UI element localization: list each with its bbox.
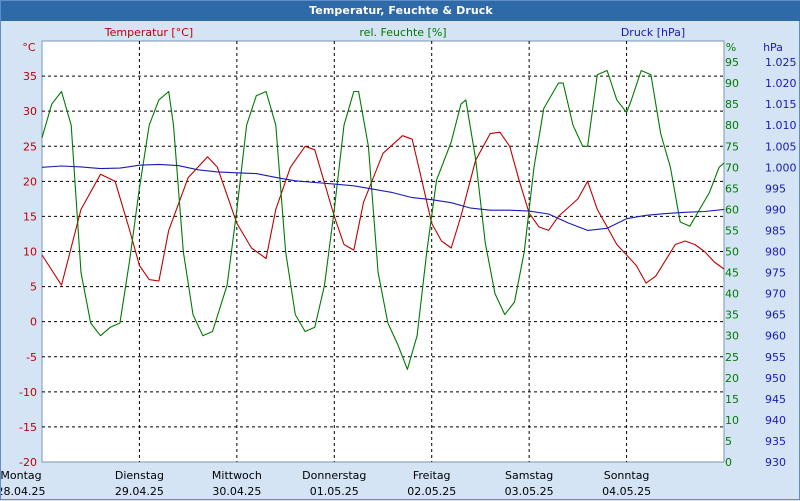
left-tick-label: 25 <box>23 140 37 153</box>
x-tick-date: 28.04.25 <box>1 485 45 498</box>
left-tick-label: 15 <box>23 210 37 223</box>
humidity-axis-ticks: 0 5 10 15 20 25 30 35 40 45 50 55 60 65 70 75 80 85 90 95 <box>725 56 739 469</box>
pressure-line <box>41 163 725 231</box>
pressure-axis-ticks: 930 935 940 945 950 955 960 965 970 975 980 985 990 9… <box>765 56 797 469</box>
left-tick-label: -15 <box>19 421 37 434</box>
series-layer <box>41 69 725 370</box>
humidity-line <box>41 69 725 370</box>
x-tick-day: Freitag <box>413 469 451 482</box>
pressure-tick-label: 995 <box>765 182 786 195</box>
humidity-tick-label: 90 <box>725 77 739 90</box>
x-tick-day: Samstag <box>505 469 553 482</box>
humidity-tick-label: 95 <box>725 56 739 69</box>
pressure-tick-label: 955 <box>765 351 786 364</box>
window-title: Temperatur, Feuchte & Druck <box>1 1 800 21</box>
pressure-tick-label: 1.025 <box>765 56 797 69</box>
pressure-tick-label: 935 <box>765 435 786 448</box>
pressure-tick-label: 940 <box>765 414 786 427</box>
x-tick-day: Dienstag <box>115 469 164 482</box>
x-tick-day: Donnerstag <box>302 469 366 482</box>
left-tick-label: -20 <box>19 456 37 469</box>
humidity-tick-label: 10 <box>725 414 739 427</box>
humidity-tick-label: 5 <box>725 435 732 448</box>
pressure-tick-label: 1.015 <box>765 98 797 111</box>
humidity-tick-label: 35 <box>725 309 739 322</box>
humidity-tick-label: 80 <box>725 119 739 132</box>
x-tick-day: Mittwoch <box>212 469 262 482</box>
pressure-tick-label: 980 <box>765 246 786 259</box>
humidity-tick-label: 45 <box>725 267 739 280</box>
x-tick-date: 29.04.25 <box>115 485 164 498</box>
pressure-axis-unit: hPa <box>763 41 783 54</box>
plot-area <box>41 40 725 463</box>
pressure-tick-label: 970 <box>765 288 786 301</box>
humidity-tick-label: 40 <box>725 288 739 301</box>
pressure-axis-label: Druck [hPa] <box>621 26 685 39</box>
humidity-tick-label: 30 <box>725 330 739 343</box>
pressure-tick-label: 1.020 <box>765 77 797 90</box>
pressure-tick-label: 965 <box>765 309 786 322</box>
humidity-tick-label: 65 <box>725 182 739 195</box>
chart-svg: °C Temperatur [°C] rel. Feuchte [%] % Dr… <box>1 26 797 498</box>
x-tick-date: 04.05.25 <box>602 485 651 498</box>
pressure-tick-label: 1.010 <box>765 119 797 132</box>
pressure-tick-label: 985 <box>765 224 786 237</box>
humidity-tick-label: 70 <box>725 161 739 174</box>
left-tick-label: 5 <box>30 281 37 294</box>
left-axis-unit: °C <box>22 41 36 54</box>
x-tick-day: Montag <box>1 469 42 482</box>
pressure-tick-label: 1.000 <box>765 161 797 174</box>
left-axis-label: Temperatur [°C] <box>104 26 193 39</box>
pressure-tick-label: 930 <box>765 456 786 469</box>
temperature-line <box>41 131 725 286</box>
left-tick-label: 30 <box>23 105 37 118</box>
humidity-tick-label: 15 <box>725 393 739 406</box>
humidity-axis-label: rel. Feuchte [%] <box>359 26 446 39</box>
left-axis-ticks: -20 -15 -10 -5 0 5 10 15 20 25 30 35 <box>19 70 37 469</box>
humidity-tick-label: 55 <box>725 224 739 237</box>
x-tick-day: Sonntag <box>604 469 650 482</box>
x-tick-date: 03.05.25 <box>505 485 554 498</box>
left-tick-label: 0 <box>30 316 37 329</box>
grid <box>42 41 724 462</box>
x-tick-date: 30.04.25 <box>212 485 261 498</box>
pressure-tick-label: 975 <box>765 267 786 280</box>
humidity-tick-label: 85 <box>725 98 739 111</box>
left-tick-label: -10 <box>19 386 37 399</box>
humidity-axis-unit: % <box>726 41 736 54</box>
pressure-tick-label: 1.005 <box>765 140 797 153</box>
pressure-tick-label: 945 <box>765 393 786 406</box>
humidity-tick-label: 20 <box>725 372 739 385</box>
pressure-tick-label: 960 <box>765 330 786 343</box>
humidity-tick-label: 0 <box>725 456 732 469</box>
left-tick-label: -5 <box>26 351 37 364</box>
left-tick-label: 20 <box>23 175 37 188</box>
x-tick-date: 01.05.25 <box>310 485 359 498</box>
humidity-tick-label: 75 <box>725 140 739 153</box>
humidity-tick-label: 50 <box>725 246 739 259</box>
pressure-tick-label: 950 <box>765 372 786 385</box>
pressure-tick-label: 990 <box>765 203 786 216</box>
x-tick-date: 02.05.25 <box>407 485 456 498</box>
left-tick-label: 35 <box>23 70 37 83</box>
x-axis-ticks: Montag 28.04.25 Dienstag 29.04.25 Mittwoch 30… <box>1 469 651 498</box>
left-tick-label: 10 <box>23 246 37 259</box>
humidity-tick-label: 25 <box>725 351 739 364</box>
humidity-tick-label: 60 <box>725 203 739 216</box>
